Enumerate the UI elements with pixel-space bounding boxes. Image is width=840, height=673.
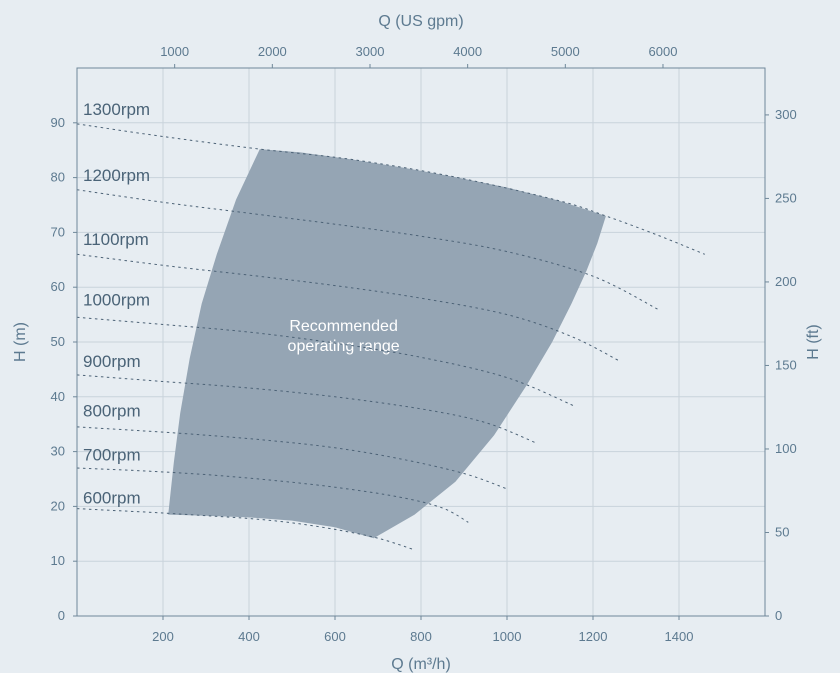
operating-range-label: operating range xyxy=(288,338,400,355)
top-tick-label: 3000 xyxy=(356,44,385,59)
x-tick-label: 400 xyxy=(238,629,260,644)
y-tick-label: 20 xyxy=(51,498,65,513)
y-tick-label: 90 xyxy=(51,115,65,130)
x-tick-label: 1200 xyxy=(579,629,608,644)
top-tick-label: 1000 xyxy=(160,44,189,59)
y-tick-label: 60 xyxy=(51,279,65,294)
right-tick-label: 0 xyxy=(775,608,782,623)
rpm-curve xyxy=(76,467,469,523)
rpm-curve-label: 1100rpm xyxy=(83,230,149,249)
y-tick-label: 0 xyxy=(58,608,65,623)
y-axis-title-left: H (m) xyxy=(12,322,29,362)
right-tick-label: 300 xyxy=(775,107,797,122)
rpm-curve-label: 900rpm xyxy=(83,352,141,371)
y-axis-title-right: H (ft) xyxy=(805,324,822,360)
right-tick-label: 250 xyxy=(775,190,797,205)
top-tick-label: 4000 xyxy=(453,44,482,59)
rpm-curve-label: 600rpm xyxy=(83,489,141,508)
rpm-curve xyxy=(76,374,538,444)
y-tick-label: 70 xyxy=(51,224,65,239)
rpm-curve-label: 1200rpm xyxy=(83,166,150,185)
curve-labels: 600rpm 700rpm 800rpm 900rpm 1000rpm 1100rpm 12… xyxy=(83,100,150,508)
y-tick-label: 10 xyxy=(51,553,65,568)
y-tick-label: 30 xyxy=(51,444,65,459)
top-tick-label: 2000 xyxy=(258,44,287,59)
rpm-curve-label: 1000rpm xyxy=(83,290,150,309)
operating-range-layer: Recommended operating range xyxy=(168,149,606,539)
rpm-curve xyxy=(76,508,413,550)
rpm-curves xyxy=(76,123,705,550)
rpm-curve xyxy=(76,426,508,490)
y-tick-label: 50 xyxy=(51,334,65,349)
rpm-curve-label: 1300rpm xyxy=(83,100,150,119)
rpm-curve-label: 700rpm xyxy=(83,445,141,464)
rpm-curve xyxy=(76,123,705,255)
x-axis-title-bottom: Q (m³/h) xyxy=(391,656,451,673)
x-tick-label: 1400 xyxy=(665,629,694,644)
top-tick-label: 6000 xyxy=(649,44,678,59)
rpm-curve xyxy=(76,316,576,408)
right-tick-label: 100 xyxy=(775,441,797,456)
rpm-curve-label: 800rpm xyxy=(83,402,141,421)
x-tick-label: 600 xyxy=(324,629,346,644)
right-tick-label: 150 xyxy=(775,357,797,372)
rpm-curve xyxy=(76,253,620,362)
operating-range-label: Recommended xyxy=(289,318,398,335)
x-tick-label: 800 xyxy=(410,629,432,644)
operating-range-area xyxy=(168,149,606,539)
axes: 200 400 600 800 1000 1200 14000102030405060708… xyxy=(51,44,797,644)
right-tick-label: 200 xyxy=(775,274,797,289)
x-tick-label: 200 xyxy=(152,629,174,644)
y-tick-label: 40 xyxy=(51,389,65,404)
top-tick-label: 5000 xyxy=(551,44,580,59)
x-tick-label: 1000 xyxy=(493,629,522,644)
right-tick-label: 50 xyxy=(775,524,789,539)
y-tick-label: 80 xyxy=(51,170,65,185)
x-axis-title-top: Q (US gpm) xyxy=(378,13,463,30)
